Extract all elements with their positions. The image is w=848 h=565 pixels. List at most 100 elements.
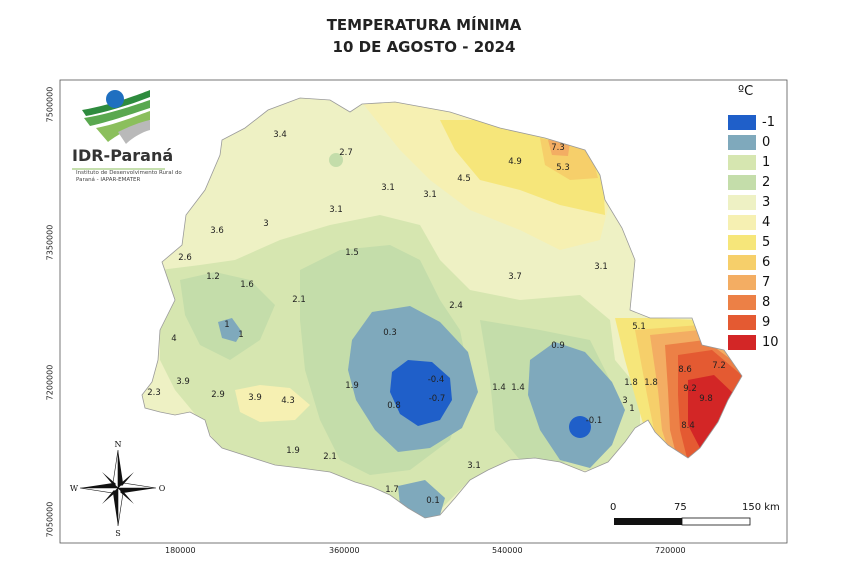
x-tick-540000: 540000 <box>492 546 523 555</box>
legend-swatch <box>728 234 756 250</box>
x-tick-720000: 720000 <box>655 546 686 555</box>
station-value: -0.4 <box>428 375 445 385</box>
station-value: 1.4 <box>492 383 506 393</box>
station-value: 3 <box>622 396 627 406</box>
legend-item: 1 <box>728 152 770 172</box>
station-value: 3.9 <box>248 393 262 403</box>
station-value: 3.1 <box>594 262 608 272</box>
map-frame <box>59 79 788 544</box>
legend-item: 3 <box>728 192 770 212</box>
station-value: 5.1 <box>632 322 646 332</box>
legend-swatch <box>728 314 756 330</box>
x-tick-180000: 180000 <box>165 546 196 555</box>
map-title: TEMPERATURA MÍNIMA <box>326 16 522 34</box>
station-value: 1.2 <box>206 272 220 282</box>
legend-unit: ºC <box>738 84 754 99</box>
station-value: 1.7 <box>385 485 399 495</box>
logo-subtitle: Instituto de Desenvolvimento Rural do Pa… <box>76 170 182 183</box>
station-value: 4.5 <box>457 174 471 184</box>
station-value: 3 <box>263 219 268 229</box>
legend-swatch <box>728 214 756 230</box>
station-value: 0.1 <box>426 496 440 506</box>
station-value: 3.9 <box>176 377 190 387</box>
station-value: 3.1 <box>381 183 395 193</box>
legend-swatch <box>728 334 756 350</box>
legend-label: 6 <box>762 254 771 270</box>
legend-swatch <box>728 254 756 270</box>
legend-swatch <box>728 114 756 130</box>
logo-name: IDR-Paraná <box>72 146 174 165</box>
scale-label-0: 0 <box>610 502 617 513</box>
compass-s: S <box>115 529 120 538</box>
station-value: 0.9 <box>551 341 565 351</box>
legend-label: 7 <box>762 274 771 290</box>
station-value: 2.9 <box>211 390 225 400</box>
legend-item: 2 <box>728 172 770 192</box>
legend-item: 9 <box>728 312 770 332</box>
station-value: 7.2 <box>712 361 726 371</box>
compass-rose: N S W O <box>70 440 166 538</box>
station-value: 0.3 <box>383 328 397 338</box>
legend-item: 8 <box>728 292 770 312</box>
station-value: 0.8 <box>387 401 401 411</box>
compass-w: W <box>70 484 79 493</box>
legend-swatch <box>728 274 756 290</box>
station-value: -0.7 <box>429 394 446 404</box>
station-value: 8.4 <box>681 421 695 431</box>
station-value: 2.3 <box>147 388 161 398</box>
station-value: 2.4 <box>449 301 463 311</box>
idr-logo-icon <box>72 90 165 170</box>
station-value: 3.6 <box>210 226 224 236</box>
legend-label: 8 <box>762 294 771 310</box>
legend-item: 10 <box>728 332 779 352</box>
legend-label: 2 <box>762 174 771 190</box>
y-tick-7050000: 7050000 <box>45 501 55 538</box>
station-value: 3.4 <box>273 130 287 140</box>
legend-item: 7 <box>728 272 770 292</box>
station-value: 8.6 <box>678 365 692 375</box>
legend-label: 0 <box>762 134 771 150</box>
station-value: 1.4 <box>511 383 525 393</box>
legend-swatch <box>728 174 756 190</box>
legend-swatch <box>728 134 756 150</box>
scale-label-75: 75 <box>674 502 687 513</box>
legend-item: 0 <box>728 132 770 152</box>
scale-bar <box>614 517 751 526</box>
station-value: 1.9 <box>286 446 300 456</box>
station-value: 1 <box>224 320 229 330</box>
legend-item: -1 <box>728 112 775 132</box>
station-values: 3.4 2.7 7.3 4.9 5.3 4.5 3.1 3.1 3.1 3 3.6 1.5 2.6 3.1… <box>147 130 726 506</box>
station-value: -0.1 <box>586 416 603 426</box>
legend-label: -1 <box>762 114 775 130</box>
legend-swatch <box>728 294 756 310</box>
legend-item: 5 <box>728 232 770 252</box>
legend-swatch <box>728 194 756 210</box>
station-value: 2.6 <box>178 253 192 263</box>
legend-label: 5 <box>762 234 771 250</box>
legend-label: 9 <box>762 314 771 330</box>
compass-e: O <box>159 484 166 493</box>
station-value: 4.3 <box>281 396 295 406</box>
station-value: 4 <box>171 334 176 344</box>
station-value: 1 <box>629 404 634 414</box>
station-value: 4.9 <box>508 157 522 167</box>
station-value: 5.3 <box>556 163 570 173</box>
y-tick-7200000: 7200000 <box>45 364 55 401</box>
legend-item: 6 <box>728 252 770 272</box>
state-boundary <box>141 97 743 519</box>
legend-swatch <box>728 154 756 170</box>
isotherm-fill <box>142 98 742 518</box>
station-value: 1 <box>238 330 243 340</box>
station-value: 3.7 <box>508 272 522 282</box>
legend-item: 4 <box>728 212 770 232</box>
map-subtitle: 10 DE AGOSTO - 2024 <box>332 38 516 56</box>
station-value: 2.1 <box>292 295 306 305</box>
legend-label: 10 <box>762 334 779 350</box>
station-value: 1.8 <box>624 378 638 388</box>
station-value: 3.1 <box>423 190 437 200</box>
station-value: 1.9 <box>345 381 359 391</box>
x-tick-360000: 360000 <box>329 546 360 555</box>
station-value: 7.3 <box>551 143 565 153</box>
station-value: 9.2 <box>683 384 697 394</box>
scale-label-150: 150 km <box>742 502 780 513</box>
